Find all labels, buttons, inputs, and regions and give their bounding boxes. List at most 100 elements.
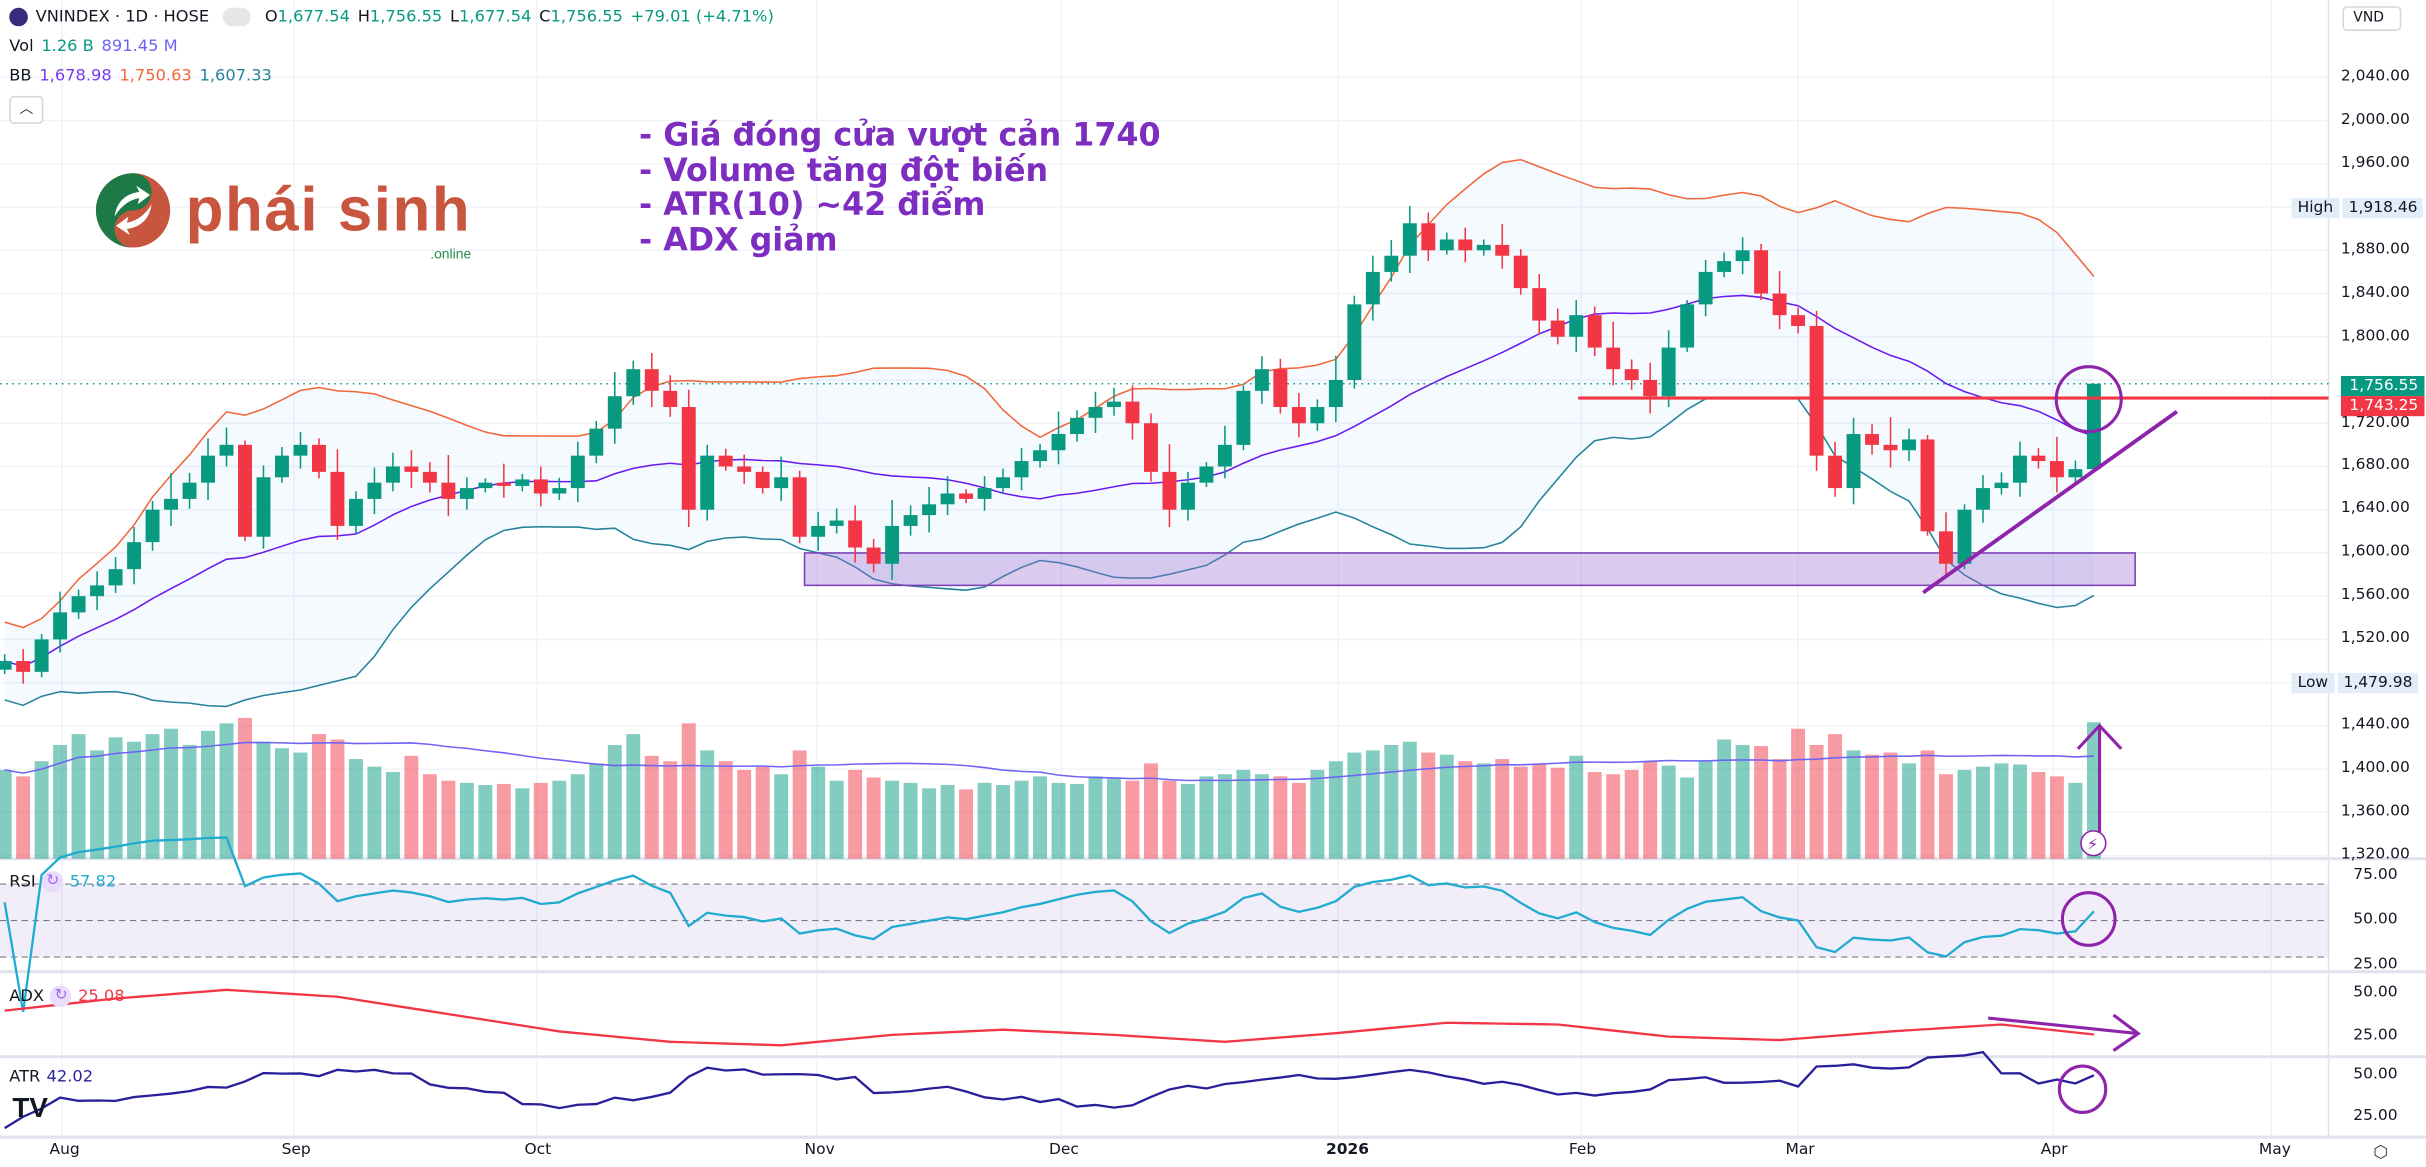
candle [700,455,715,510]
atr-label: ATR [9,1067,41,1087]
bb-lower-value: 1,607.33 [199,66,272,86]
volume-bar [681,723,696,859]
candle [885,525,900,564]
collapse-legend-button[interactable]: ︿ [9,95,44,124]
candle [644,369,659,391]
candle [311,444,326,472]
candle [515,479,530,486]
volume-bar [737,769,752,859]
refresh-icon[interactable]: ↻ [41,871,64,893]
candle [127,542,142,570]
volume-bar [1310,769,1325,859]
volume-bar [478,785,493,859]
change-value: +79.01 (+4.71%) [630,7,774,27]
candle [1421,223,1436,251]
volume-bar [1976,766,1990,859]
volume-bar [1994,763,2009,859]
refresh-icon[interactable]: ↻ [50,985,72,1008]
volume-bar [422,774,437,859]
time-tick: Feb [1568,1141,1597,1159]
adx-legend[interactable]: ADX ↻ 25.08 [9,985,125,1008]
rsi-tick: 50.00 [2353,911,2398,929]
bb-basis-line [4,294,2095,668]
candle [145,509,160,543]
highlight-circle [2057,1064,2108,1114]
volume-legend[interactable]: Vol 1.26 B 891.45 M [9,37,177,56]
candle [219,444,234,456]
candle [940,493,955,505]
volume-bar [1550,767,1565,859]
candle [1365,271,1380,305]
resistance-price-tag: 1,743.25 [2340,396,2425,417]
volume-bar [1347,752,1362,859]
candle [53,612,68,640]
candle [755,471,770,489]
candle [1439,239,1454,251]
candle [164,498,179,510]
volume-bar [1033,776,1047,859]
time-tick: 2026 [1325,1141,1370,1159]
adx-label: ADX [9,987,45,1006]
price-tick: 1,440.00 [2340,716,2410,734]
market-status-icon[interactable] [223,7,251,27]
candle [1254,369,1269,391]
volume-bar [626,734,641,859]
candle [996,477,1011,489]
arrow-head-icon [2112,1013,2141,1052]
price-tick: 1,800.00 [2340,327,2410,345]
candle [1550,320,1565,337]
candle [2031,455,2046,462]
volume-bar [959,789,974,859]
symbol-title[interactable]: VNINDEX · 1D · HOSE [35,7,210,27]
volume-ma-line [4,741,2094,782]
volume-bar [792,750,807,859]
atr-tick: 50.00 [2353,1066,2398,1084]
candle [1384,255,1399,272]
volume-bar [552,780,567,859]
candle [496,482,511,486]
candle [2086,383,2101,470]
rsi-line [3,836,2095,1013]
settings-gear-icon[interactable]: ⬡ [2373,1141,2389,1162]
volume-bar [90,750,105,859]
volume-bar [1809,744,1824,859]
candle [1698,271,1713,305]
time-tick: Mar [1785,1141,1815,1159]
atr-legend[interactable]: ATR 42.02 [9,1068,93,1087]
candle [16,661,31,672]
chevron-up-icon: ︿ [19,102,34,118]
candle [1939,531,1953,564]
analysis-notes: - Giá đóng cửa vượt cản 1740 - Volume tă… [639,118,1161,257]
atr-line [4,1050,2095,1130]
bb-legend[interactable]: BB 1,678.98 1,750.63 1,607.33 [9,67,272,86]
candle [1920,439,1935,532]
volume-bar [774,774,789,859]
candle [681,407,696,510]
candle [1495,244,1510,256]
low-marker-value: 1,479.98 [2337,673,2418,694]
volume-bar [533,782,548,859]
tradingview-logo[interactable]: TV [12,1092,48,1124]
candle [71,596,86,613]
volume-bar [1791,728,1806,859]
currency-selector[interactable]: VND [2342,6,2402,31]
rsi-legend[interactable]: RSI ↻ 57.82 [9,871,116,893]
volume-bar [1051,782,1066,859]
volume-bar [2068,782,2083,859]
candle [1236,390,1251,445]
volume-bar [1291,782,1306,859]
candle [1809,325,1824,456]
price-tick: 1,640.00 [2340,500,2410,518]
volume-bar [1439,754,1454,859]
volume-bar [330,739,345,859]
volume-bar [1939,774,1953,859]
candle [1458,239,1473,251]
bb-label: BB [9,66,32,86]
candle [1310,407,1325,424]
volume-bar [1421,752,1436,859]
symbol-legend: VNINDEX · 1D · HOSE O1,677.54 H1,756.55 … [9,7,774,27]
volume-bar [663,761,678,859]
volume-bar [1643,761,1658,859]
low-value: 1,677.54 [459,7,532,27]
